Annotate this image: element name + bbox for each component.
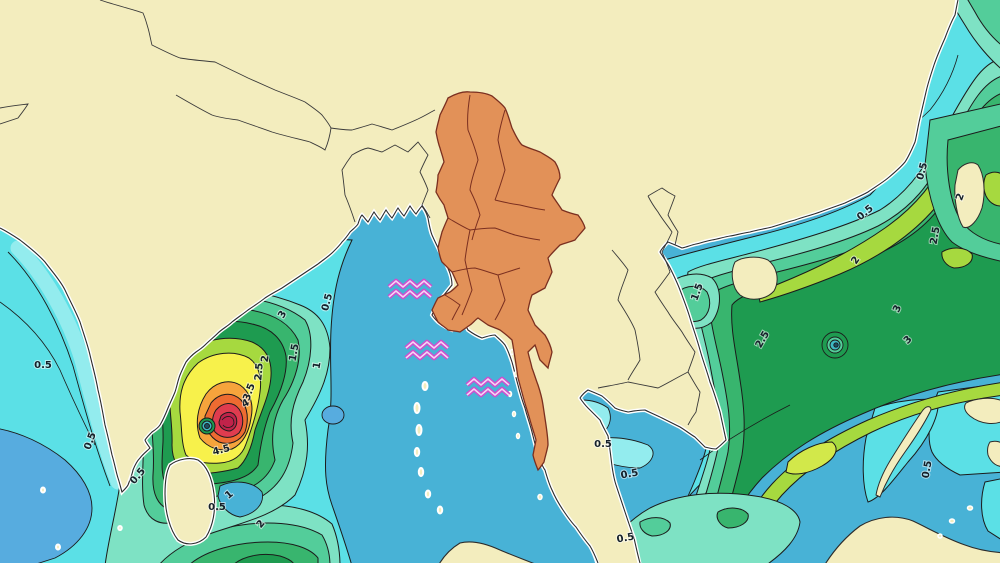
country-borders [0, 0, 701, 426]
land-philippines-2 [987, 440, 1000, 467]
java-green-spot-2 [716, 507, 749, 529]
contour-label: 0.5 [921, 460, 935, 479]
contour-label: 0.5 [616, 532, 635, 546]
low-band-southwest [0, 428, 93, 563]
sulu-islands [937, 505, 974, 539]
band-green-south [190, 541, 319, 563]
land-palawan [875, 406, 932, 498]
land-philippines-1 [964, 397, 1000, 424]
border-nepal-south [175, 94, 332, 151]
border-ne-india [330, 109, 436, 131]
border-thailand-laos [611, 249, 641, 381]
wave-band-cyan-corner-se [981, 478, 1000, 540]
rough-sea-symbols-layer [387, 278, 511, 398]
contour-label: 1 [312, 361, 324, 370]
red-inner-contour [221, 416, 235, 428]
myanmar-region [431, 91, 586, 472]
rough-sea-symbol [387, 278, 433, 300]
contour-label: 0.5 [34, 360, 52, 371]
andaman-nicobar-islands [413, 381, 444, 515]
scs-darkgreen [712, 121, 1000, 563]
rough-sea-symbol [404, 339, 450, 361]
land-sumatra [439, 541, 535, 563]
shallow-west-india-contour [7, 251, 111, 487]
land-hainan [731, 256, 778, 300]
cyclone-knot-core [204, 423, 210, 429]
taiwan-yellowgreen-2 [941, 247, 973, 269]
contour-label: 1.5 [288, 343, 302, 362]
scs-knot [821, 331, 849, 359]
contour-label: 0.5 [620, 468, 639, 482]
scs-swell-ridge [668, 58, 1000, 563]
border-pk [0, 103, 29, 125]
border-laos-vietnam [647, 195, 696, 373]
scs-brightpatch [785, 441, 837, 475]
java-aqua [600, 492, 801, 563]
blue-patch-se-lanka [217, 481, 263, 518]
rough-sea-symbol [465, 376, 511, 398]
shallow-west-india [10, 240, 126, 490]
contour-label: 0.5 [208, 502, 226, 513]
contour-label: 0.5 [594, 439, 612, 450]
border-nepal-north [179, 57, 332, 129]
myanmar-state-borders [444, 94, 546, 321]
border-cambodia-vietnam [687, 371, 701, 426]
border-nw [99, 0, 181, 59]
contour-label: 2 [260, 355, 272, 363]
coastline-mainland [0, 0, 959, 563]
border-cambodia-north [597, 371, 689, 389]
java-green-spot-1 [639, 517, 671, 537]
border-china-vietnam [647, 187, 679, 246]
land-taiwan [954, 162, 985, 229]
land-borneo [825, 516, 1000, 563]
border-bangladesh [341, 141, 431, 223]
corner-ne-swell [949, 0, 1000, 69]
scs-knot-core [833, 342, 839, 348]
lakshadweep-islands [40, 486, 123, 551]
java-sea-patch [600, 492, 801, 563]
band-darkgreen-south [234, 553, 294, 563]
corner-seagreen [967, 0, 1000, 45]
enclosed-low-spot [321, 405, 345, 425]
scs-yellowgreen-core [726, 382, 1000, 563]
contour-label: 2.5 [253, 362, 266, 381]
contour-label: 2.5 [929, 226, 943, 245]
scs-knot-ring [821, 331, 849, 359]
coast-sri-lanka [164, 458, 216, 545]
